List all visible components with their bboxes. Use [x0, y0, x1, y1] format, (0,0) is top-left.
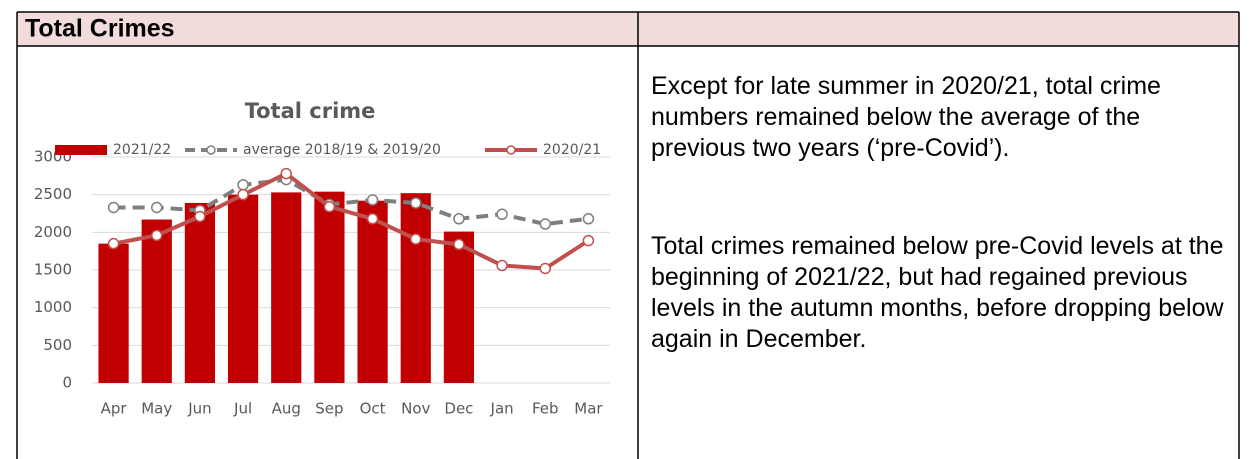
line: [113, 171, 590, 271]
x-tick-label: Apr: [101, 400, 128, 418]
bar: [98, 243, 129, 383]
y-tick-label: 0: [62, 374, 72, 392]
line-marker: [410, 233, 422, 245]
bar: [141, 219, 172, 383]
y-tick-label: 1000: [34, 298, 72, 316]
bar: [184, 202, 216, 383]
x-tick-label: Mar: [574, 400, 603, 418]
legend-swatch: [55, 145, 107, 155]
line-marker: [280, 167, 292, 180]
line-marker: [539, 262, 551, 275]
line-marker: [107, 201, 120, 214]
bar: [271, 192, 302, 383]
line-marker: [496, 259, 508, 272]
bar: [400, 193, 431, 383]
line-marker: [366, 213, 379, 225]
line-marker: [410, 197, 422, 209]
x-tick-label: Sep: [315, 400, 343, 418]
line-marker: [107, 237, 120, 250]
line-marker: [366, 194, 379, 206]
line-marker: [496, 208, 508, 221]
bar: [443, 231, 475, 383]
legend-marker: [506, 145, 516, 155]
bar: [314, 191, 345, 383]
line-marker: [237, 188, 249, 201]
x-tick-label: Jul: [233, 400, 252, 418]
paragraph: Except for late summer in 2020/21, total…: [651, 72, 1161, 162]
bar: [227, 194, 259, 383]
header-row: [17, 12, 1239, 46]
y-tick-label: 500: [43, 336, 72, 354]
line-marker: [582, 234, 595, 247]
line-marker: [453, 238, 465, 251]
x-tick-label: Nov: [401, 400, 430, 418]
x-tick-label: Feb: [532, 400, 559, 418]
x-tick-label: May: [141, 400, 172, 418]
y-tick-label: 2000: [34, 223, 72, 241]
chart-title: Total crime: [245, 99, 376, 123]
line-marker: [582, 213, 595, 225]
paragraph: Total crimes remained below pre-Covid le…: [651, 232, 1224, 353]
line-marker: [151, 229, 163, 242]
line-marker: [151, 201, 163, 214]
line-marker: [539, 218, 551, 230]
line-marker: [453, 213, 465, 225]
line-marker: [237, 179, 249, 191]
header-title: Total Crimes: [25, 15, 175, 43]
line-marker: [194, 210, 206, 223]
x-tick-label: Oct: [360, 400, 386, 418]
legend-label: 2021/22: [113, 142, 171, 158]
bar: [357, 200, 388, 383]
line-marker: [323, 200, 336, 213]
table-borders: [16, 11, 1240, 459]
x-tick-label: Jan: [490, 400, 514, 418]
x-tick-label: Aug: [272, 400, 301, 418]
y-tick-label: 1500: [34, 261, 72, 279]
y-tick-label: 2500: [34, 185, 72, 203]
legend-label: 2020/21: [543, 142, 601, 158]
x-tick-label: Jun: [187, 400, 211, 418]
line: [113, 177, 589, 227]
legend-marker: [206, 145, 216, 155]
legend-label: average 2018/19 & 2019/20: [243, 142, 441, 158]
x-tick-label: Dec: [444, 400, 473, 418]
